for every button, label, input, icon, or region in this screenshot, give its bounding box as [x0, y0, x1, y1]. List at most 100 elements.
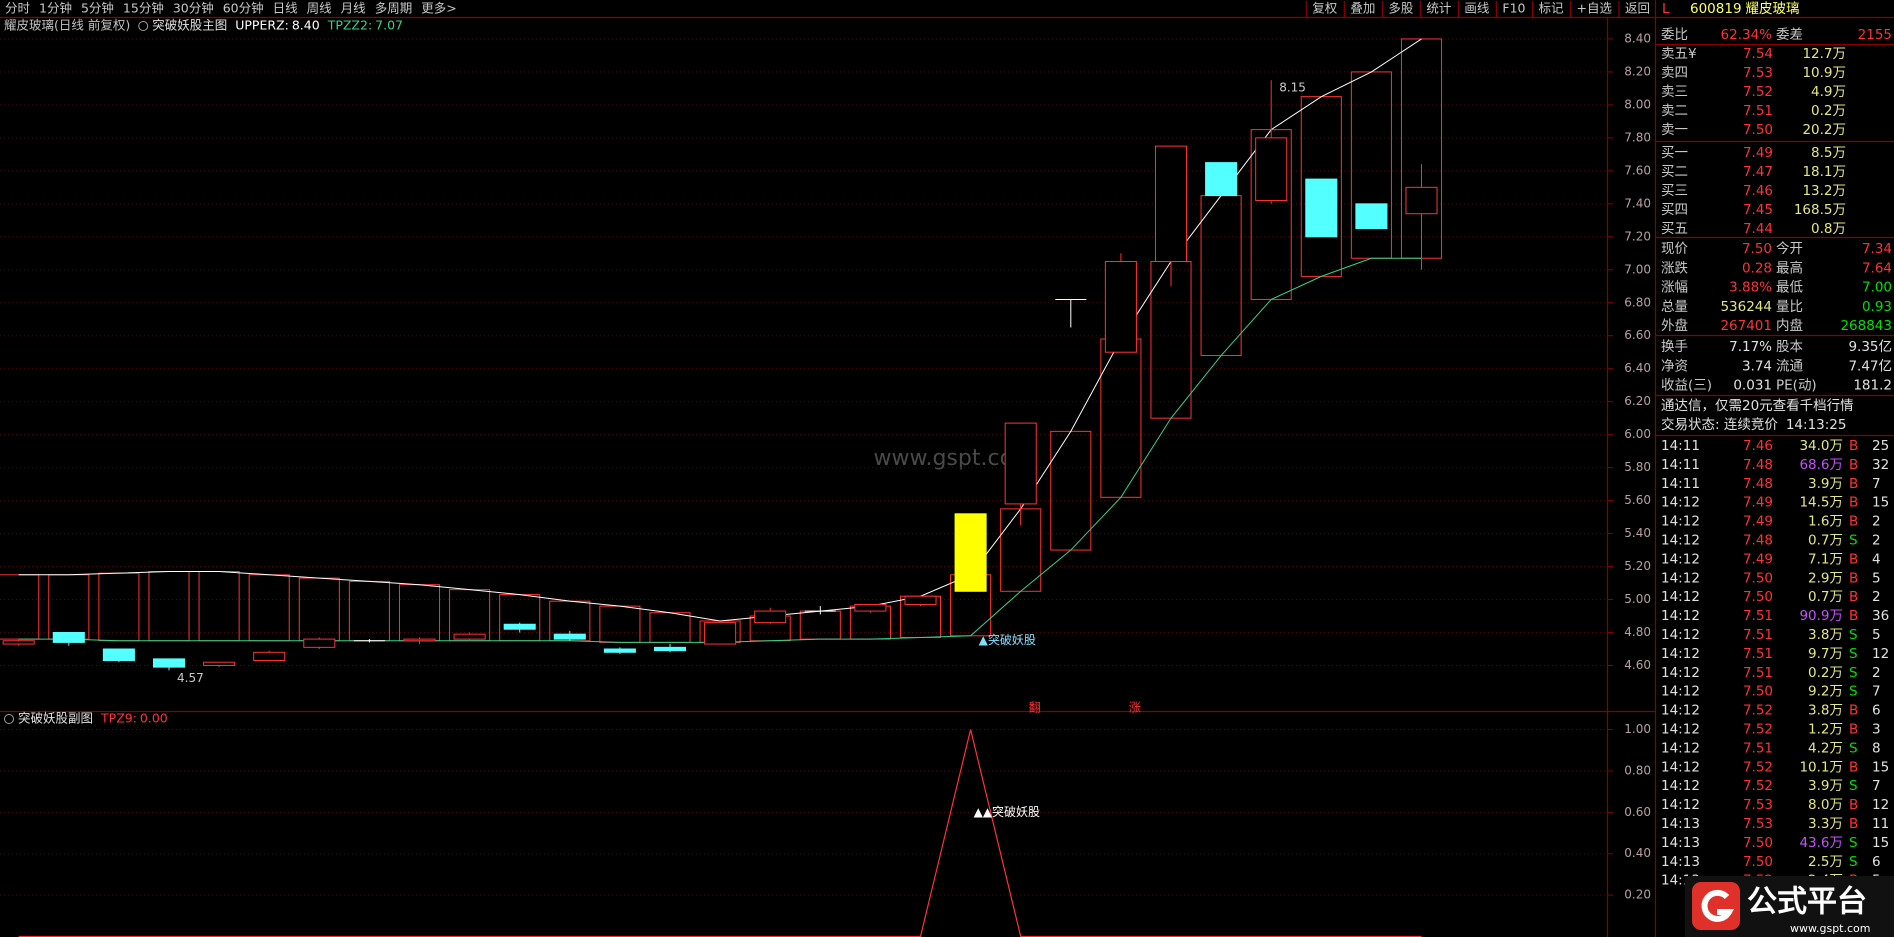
period-tab[interactable]: 15分钟: [123, 1, 164, 16]
chart-title: 耀皮玻璃(日线 前复权): [4, 18, 130, 33]
trade-volume: 14.5万: [1799, 495, 1843, 511]
tool-button[interactable]: 标记: [1538, 1, 1564, 16]
y-tick-label: 8.20: [1624, 64, 1651, 78]
trade-side: B: [1849, 551, 1858, 567]
trade-volume: 3.9万: [1808, 778, 1843, 794]
trade-price: 7.50: [1743, 589, 1773, 605]
stat-value: 0.28: [1742, 260, 1772, 276]
trade-price: 7.51: [1743, 665, 1773, 681]
trade-side: B: [1849, 514, 1858, 530]
candle-body: [1405, 186, 1438, 215]
trade-volume: 10.1万: [1799, 759, 1843, 775]
stat-label: 外盘: [1661, 317, 1688, 334]
trade-count: 15: [1872, 495, 1889, 511]
tool-button[interactable]: 统计: [1426, 1, 1451, 16]
trade-side: S: [1849, 778, 1858, 794]
trade-side: B: [1849, 495, 1858, 511]
logo-title: 公式平台: [1747, 885, 1867, 920]
period-tab[interactable]: 月线: [341, 1, 367, 16]
y-tick-label: 5.60: [1624, 493, 1651, 507]
book-price: 7.46: [1743, 183, 1773, 199]
trade-count: 15: [1872, 835, 1889, 851]
y-tick-label: 7.00: [1624, 262, 1651, 276]
trade-time: 14:12: [1661, 608, 1700, 624]
tool-button[interactable]: 返回: [1625, 1, 1650, 16]
trade-count: 12: [1872, 646, 1889, 662]
legend-name: TPZ9:: [100, 711, 137, 726]
book-volume: 20.2万: [1802, 122, 1846, 138]
period-tab[interactable]: 多周期: [375, 1, 413, 16]
period-tab[interactable]: 60分钟: [223, 1, 264, 16]
book-volume: 8.5万: [1811, 145, 1846, 161]
y-tick-label: 5.20: [1624, 559, 1651, 573]
ratio-label: 委比: [1661, 27, 1688, 43]
trade-volume: 3.9万: [1808, 476, 1843, 492]
trade-time: 14:12: [1661, 665, 1700, 681]
trade-time: 14:12: [1661, 759, 1700, 775]
trade-count: 4: [1872, 551, 1881, 567]
period-tab[interactable]: 5分钟: [81, 1, 114, 16]
trade-time: 14:12: [1661, 646, 1700, 662]
tool-button[interactable]: 复权: [1312, 1, 1338, 16]
trade-price: 7.46: [1743, 438, 1773, 454]
trade-price: 7.52: [1743, 703, 1773, 719]
stock-name: 耀皮玻璃: [1746, 0, 1800, 17]
tool-button[interactable]: +自选: [1577, 1, 1613, 16]
stat-label: 内盘: [1776, 317, 1803, 334]
trade-volume: 3.3万: [1808, 816, 1843, 832]
tool-button[interactable]: F10: [1502, 1, 1525, 16]
stat-label: 收益(三): [1661, 378, 1712, 394]
book-label: 买四: [1661, 202, 1688, 218]
book-volume: 0.2万: [1811, 103, 1846, 119]
trade-count: 25: [1872, 438, 1889, 454]
stat-value: 9.35亿: [1848, 339, 1892, 355]
stat-value: 0.031: [1733, 378, 1772, 394]
notice[interactable]: 通达信，仅需20元查看千档行情: [1661, 398, 1854, 414]
legend-name: TPZZ2:: [327, 18, 372, 33]
trade-count: 12: [1872, 797, 1889, 813]
trade-volume: 43.6万: [1799, 835, 1843, 851]
candle-body: [1154, 145, 1188, 263]
trade-count: 11: [1872, 816, 1889, 832]
trade-time: 14:13: [1661, 816, 1700, 832]
trade-price: 7.50: [1743, 684, 1773, 700]
period-tab[interactable]: 30分钟: [173, 1, 214, 16]
y-tick-label: 8.00: [1624, 97, 1651, 111]
trade-price: 7.52: [1743, 778, 1773, 794]
period-tab[interactable]: 日线: [273, 1, 299, 16]
book-label: 买三: [1661, 183, 1688, 199]
trade-count: 5: [1872, 627, 1881, 643]
trade-volume: 1.2万: [1808, 722, 1843, 738]
legend-value: 0.00: [140, 711, 168, 726]
period-tab[interactable]: 更多>: [421, 1, 456, 16]
candle-body: [102, 648, 135, 662]
ratio-value: 2155: [1858, 27, 1892, 43]
trade-side: S: [1849, 854, 1858, 870]
tool-button[interactable]: 多股: [1388, 1, 1414, 16]
trade-side: S: [1849, 684, 1858, 700]
trade-side: B: [1849, 608, 1858, 624]
stat-label: 现价: [1661, 241, 1689, 257]
trade-side: B: [1849, 703, 1858, 719]
tool-button[interactable]: 画线: [1464, 1, 1490, 16]
period-tab[interactable]: 分时: [5, 1, 31, 16]
book-price: 7.49: [1743, 145, 1773, 161]
y-tick-label: 6.60: [1624, 328, 1651, 342]
trade-side: S: [1849, 533, 1858, 549]
trade-time: 14:12: [1661, 703, 1700, 719]
stat-label: PE(动): [1776, 378, 1817, 394]
period-tab[interactable]: 周线: [307, 1, 333, 16]
trade-time: 14:12: [1661, 514, 1700, 530]
tool-button[interactable]: 叠加: [1350, 1, 1375, 16]
period-tab[interactable]: 1分钟: [39, 1, 72, 16]
legend-name: UPPERZ:: [235, 18, 289, 33]
y-tick-label: 7.40: [1624, 196, 1651, 210]
trade-volume: 34.0万: [1799, 438, 1843, 454]
y-tick-label: 0.40: [1624, 846, 1651, 860]
trade-count: 15: [1872, 759, 1889, 775]
stat-label: 涨幅: [1661, 280, 1688, 296]
candle-body: [1104, 261, 1137, 353]
annotation: 翻: [1029, 701, 1041, 715]
stat-value: 7.47亿: [1848, 358, 1892, 374]
